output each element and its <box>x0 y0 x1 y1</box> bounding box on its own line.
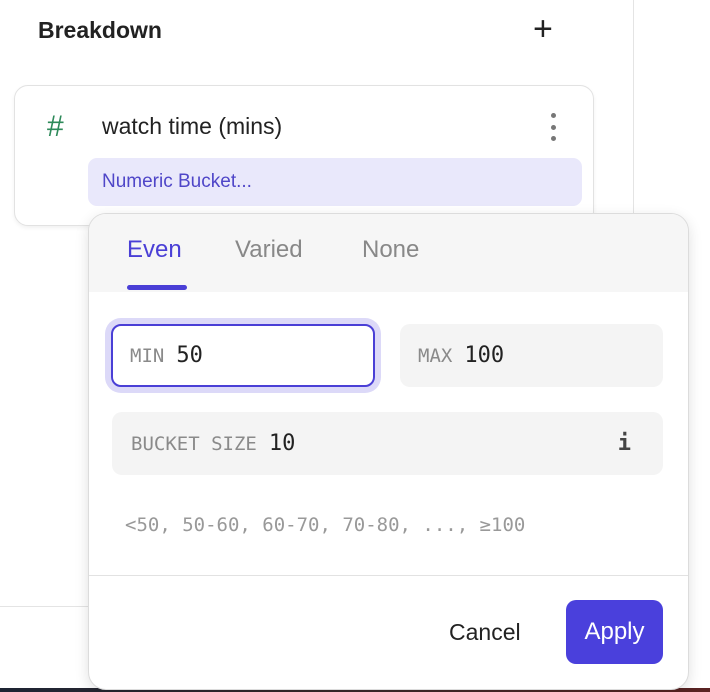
cancel-button[interactable]: Cancel <box>449 619 521 645</box>
section-divider <box>0 606 88 607</box>
breakdown-field-name[interactable]: watch time (mins) <box>102 113 283 139</box>
active-tab-indicator <box>127 285 187 290</box>
bucket-preview: <50, 50-60, 60-70, 70-80, ..., ≥100 <box>125 514 526 536</box>
apply-button[interactable]: Apply <box>566 600 663 664</box>
plus-icon[interactable]: + <box>533 10 553 48</box>
hash-icon: # <box>47 110 64 143</box>
desktop-background-strip <box>0 688 710 692</box>
panel-divider <box>633 0 634 215</box>
tab-none[interactable]: None <box>362 236 420 263</box>
bucket-size-value[interactable]: 10 <box>268 431 296 456</box>
panel-title: Breakdown <box>38 17 162 43</box>
kebab-icon[interactable] <box>549 113 557 141</box>
max-input[interactable]: MAX 100 <box>400 324 663 387</box>
bucket-size-input[interactable]: BUCKET SIZE 10 i <box>112 412 663 475</box>
max-label: MAX <box>418 344 453 367</box>
numeric-bucket-label[interactable]: Numeric Bucket... <box>102 171 252 192</box>
max-value[interactable]: 100 <box>464 343 505 368</box>
bucket-popover: Even Varied None MIN 50 MAX 100 BUCKET S… <box>88 213 689 690</box>
bucket-size-label: BUCKET SIZE <box>131 432 257 455</box>
min-value[interactable]: 50 <box>176 343 203 368</box>
info-icon[interactable]: i <box>617 431 631 456</box>
min-label: MIN <box>130 344 165 367</box>
tab-varied[interactable]: Varied <box>235 236 303 263</box>
min-input[interactable]: MIN 50 <box>111 324 375 387</box>
tab-even[interactable]: Even <box>127 236 182 263</box>
numeric-bucket-chip[interactable] <box>88 158 582 206</box>
footer-divider <box>89 575 688 576</box>
popover-tabs <box>89 214 688 292</box>
